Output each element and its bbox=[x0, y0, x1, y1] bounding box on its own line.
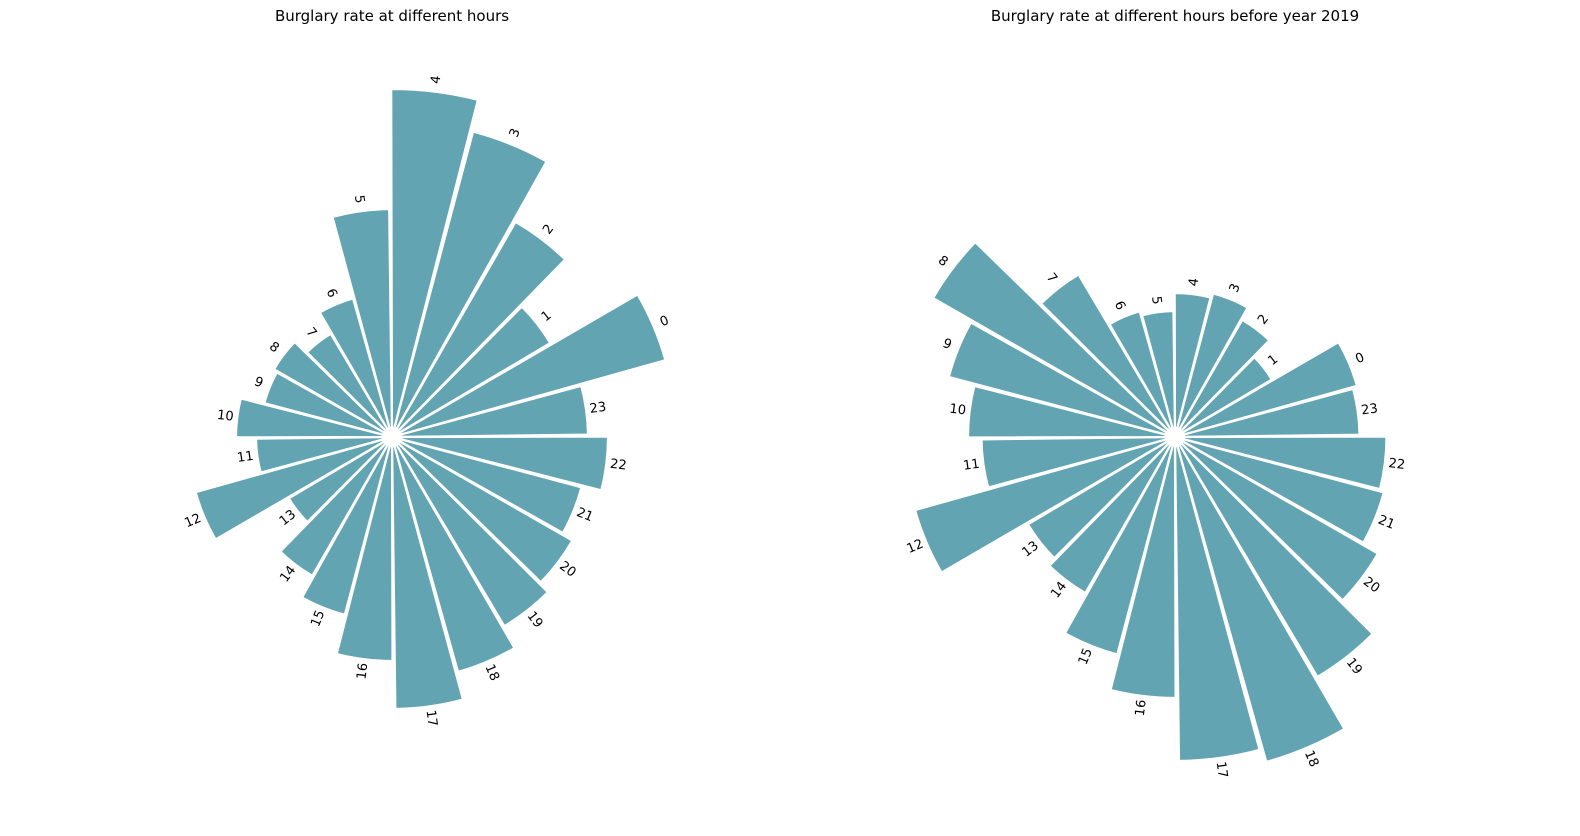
label-hour-0: 0 bbox=[658, 313, 671, 330]
bar-hour-13 bbox=[287, 436, 393, 524]
label-hour-5: 5 bbox=[351, 194, 367, 204]
label-hour-18: 18 bbox=[1301, 748, 1321, 769]
bar-hour-0 bbox=[391, 292, 667, 439]
label-hour-0: 0 bbox=[1353, 350, 1366, 367]
bar-hour-6 bbox=[318, 297, 394, 438]
bar-hour-7 bbox=[305, 332, 393, 438]
bar-hour-12 bbox=[194, 435, 393, 541]
bar-hour-2 bbox=[1174, 318, 1271, 438]
bar-hour-9 bbox=[947, 321, 1176, 439]
bar-hour-18 bbox=[390, 436, 516, 674]
label-hour-13: 13 bbox=[1019, 538, 1041, 560]
label-hour-18: 18 bbox=[482, 662, 502, 683]
label-hour-7: 7 bbox=[302, 325, 319, 341]
label-hour-7: 7 bbox=[1043, 271, 1060, 287]
bar-hour-22 bbox=[391, 435, 610, 492]
bar-hour-4 bbox=[1173, 291, 1212, 438]
label-hour-4: 4 bbox=[1186, 277, 1202, 287]
bar-hour-14 bbox=[278, 436, 393, 578]
bar-hour-3 bbox=[1173, 292, 1250, 438]
chart-title-right: Burglary rate at different hours before … bbox=[990, 7, 1360, 25]
bar-hour-15 bbox=[300, 436, 394, 617]
bar-hour-20 bbox=[391, 436, 574, 584]
bar-hour-9 bbox=[263, 370, 393, 439]
bar-hour-16 bbox=[335, 436, 394, 663]
label-hour-8: 8 bbox=[935, 253, 951, 270]
label-hour-9: 9 bbox=[940, 336, 953, 353]
label-hour-9: 9 bbox=[252, 374, 265, 391]
bar-hour-14 bbox=[1047, 436, 1176, 595]
label-hour-3: 3 bbox=[507, 126, 524, 139]
bar-hour-2 bbox=[391, 220, 567, 438]
label-hour-16: 16 bbox=[354, 662, 371, 680]
label-hour-12: 12 bbox=[183, 511, 204, 531]
label-hour-14: 14 bbox=[277, 563, 299, 585]
label-hour-1: 1 bbox=[539, 308, 555, 325]
label-hour-12: 12 bbox=[905, 537, 926, 557]
label-hour-11: 11 bbox=[962, 457, 980, 474]
bar-hour-3 bbox=[390, 130, 549, 438]
bar-hour-16 bbox=[1109, 436, 1177, 700]
label-hour-17: 17 bbox=[1213, 761, 1230, 779]
label-hour-4: 4 bbox=[428, 75, 444, 85]
label-hour-5: 5 bbox=[1148, 295, 1164, 305]
label-hour-22: 22 bbox=[609, 457, 627, 474]
bar-hour-8 bbox=[272, 340, 393, 438]
label-hour-2: 2 bbox=[1255, 312, 1272, 328]
label-hour-21: 21 bbox=[1376, 513, 1397, 533]
label-hour-6: 6 bbox=[323, 287, 340, 300]
label-hour-11: 11 bbox=[236, 449, 254, 466]
bar-hour-10 bbox=[966, 384, 1176, 439]
label-hour-15: 15 bbox=[1076, 646, 1096, 667]
bar-hour-1 bbox=[391, 305, 552, 438]
bar-hour-8 bbox=[931, 240, 1176, 438]
bar-hour-23 bbox=[391, 384, 590, 439]
bar-hour-7 bbox=[1039, 272, 1176, 438]
bar-hour-19 bbox=[1174, 436, 1375, 679]
label-hour-19: 19 bbox=[1343, 655, 1365, 677]
bar-hour-15 bbox=[1063, 436, 1177, 656]
bar-hour-12 bbox=[913, 435, 1176, 575]
bar-hour-22 bbox=[1174, 435, 1388, 491]
bar-hour-18 bbox=[1173, 436, 1346, 764]
label-hour-17: 17 bbox=[423, 709, 440, 727]
label-hour-10: 10 bbox=[949, 402, 967, 419]
bar-hour-1 bbox=[1174, 355, 1274, 438]
label-hour-21: 21 bbox=[574, 505, 595, 525]
label-hour-23: 23 bbox=[1360, 401, 1378, 418]
label-hour-6: 6 bbox=[1111, 299, 1128, 312]
label-hour-1: 1 bbox=[1265, 352, 1281, 369]
label-hour-15: 15 bbox=[308, 608, 328, 629]
label-hour-8: 8 bbox=[266, 339, 282, 356]
label-hour-10: 10 bbox=[216, 408, 234, 425]
bar-hour-21 bbox=[391, 435, 583, 535]
label-hour-3: 3 bbox=[1227, 282, 1244, 295]
label-hour-23: 23 bbox=[589, 400, 607, 417]
label-hour-2: 2 bbox=[540, 222, 557, 238]
label-hour-22: 22 bbox=[1388, 456, 1406, 473]
center-hole bbox=[1165, 427, 1185, 447]
bar-hour-5 bbox=[331, 207, 394, 438]
bar-hour-13 bbox=[1026, 436, 1176, 560]
bar-hour-4 bbox=[390, 87, 480, 438]
label-hour-13: 13 bbox=[277, 507, 299, 529]
bar-hour-0 bbox=[1174, 340, 1359, 439]
bar-hour-17 bbox=[390, 436, 465, 711]
label-hour-20: 20 bbox=[1360, 574, 1382, 596]
bar-hour-6 bbox=[1107, 310, 1177, 438]
bar-hour-23 bbox=[1174, 387, 1361, 439]
label-hour-20: 20 bbox=[556, 559, 578, 581]
label-hour-19: 19 bbox=[524, 609, 546, 631]
label-hour-14: 14 bbox=[1048, 579, 1070, 601]
bar-hour-19 bbox=[391, 436, 550, 628]
center-hole bbox=[382, 427, 402, 447]
bar-hour-21 bbox=[1174, 435, 1386, 545]
bar-hour-17 bbox=[1173, 436, 1261, 763]
bar-hour-20 bbox=[1174, 436, 1380, 602]
label-hour-16: 16 bbox=[1133, 699, 1150, 717]
chart-title-left: Burglary rate at different hours bbox=[274, 7, 510, 25]
bar-hour-10 bbox=[234, 397, 393, 439]
